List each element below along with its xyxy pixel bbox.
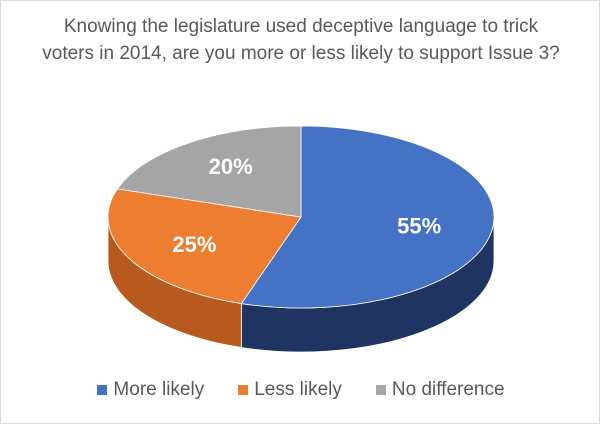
pie-slice-no-difference xyxy=(116,125,302,218)
chart-title: Knowing the legislature used deceptive l… xyxy=(42,16,560,64)
data-label: 20% xyxy=(209,154,253,179)
data-label: 25% xyxy=(172,232,216,257)
legend-item-no-difference: No difference xyxy=(375,379,505,401)
legend-swatch xyxy=(375,385,386,395)
legend-label: No difference xyxy=(391,379,505,400)
data-label: 55% xyxy=(397,214,441,239)
legend-swatch xyxy=(238,385,249,395)
legend-label: More likely xyxy=(113,379,205,400)
legend: More likely Less likely No difference xyxy=(1,379,600,401)
pie-slice-less-likely xyxy=(107,188,302,304)
pie-slice-more-likely xyxy=(240,125,495,309)
legend-item-more-likely: More likely xyxy=(97,379,204,401)
legend-label: Less likely xyxy=(254,379,342,400)
legend-swatch xyxy=(97,385,108,395)
legend-item-less-likely: Less likely xyxy=(238,379,342,401)
